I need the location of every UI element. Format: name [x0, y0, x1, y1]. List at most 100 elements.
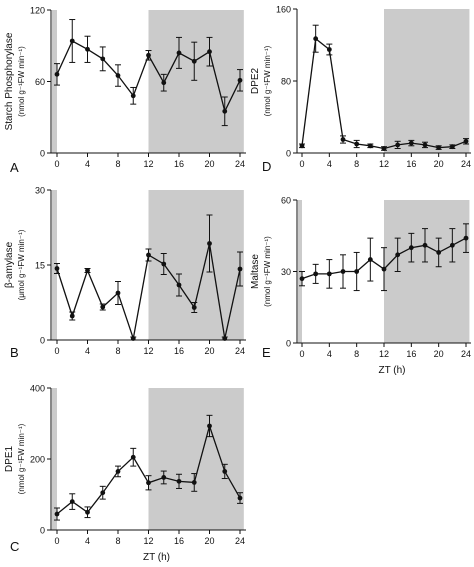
x-tick-label: 16	[406, 159, 416, 169]
data-point	[207, 241, 212, 246]
data-point	[354, 269, 360, 274]
data-point	[237, 77, 243, 83]
data-point	[130, 454, 136, 460]
y-tick-label: 0	[40, 526, 45, 536]
x-tick-label: 12	[143, 536, 153, 546]
data-point	[100, 56, 106, 62]
panel-letter: B	[10, 345, 19, 360]
x-tick-label: 8	[115, 159, 120, 169]
dark-period-0	[52, 10, 57, 153]
data-point	[408, 140, 414, 146]
panel-letter: E	[262, 345, 271, 360]
panel-a: 0 60 120 0 4 8 12 16 20 24 Starch Phosphorylase (nm…	[4, 6, 246, 175]
data-point	[191, 305, 197, 310]
data-point	[354, 141, 360, 147]
data-point	[222, 336, 228, 341]
x-tick-label: 0	[299, 159, 304, 169]
x-tick-label: 12	[143, 346, 153, 356]
data-point	[115, 290, 121, 296]
x-tick-label: 24	[235, 159, 245, 169]
data-point	[299, 143, 305, 149]
data-point	[436, 145, 442, 151]
panel-c: 0 200 400 0 4 8 12 16 20 24 DPE1 (nmol g⁻¹FW min⁻¹)…	[4, 384, 246, 563]
x-tick-label: 0	[54, 536, 59, 546]
y-tick-label: 160	[276, 5, 291, 15]
data-point	[222, 108, 228, 114]
data-point	[115, 469, 121, 474]
data-point	[85, 268, 90, 273]
data-point	[381, 146, 387, 151]
x-tick-label: 16	[174, 536, 184, 546]
data-point	[340, 269, 346, 274]
x-tick-label: 24	[235, 346, 245, 356]
data-point	[313, 271, 319, 277]
data-point	[408, 245, 414, 251]
y-axis-unit: (nmol g⁻¹FW min⁻¹)	[17, 46, 26, 117]
panel-letter: C	[10, 539, 19, 554]
y-tick-label: 120	[30, 6, 45, 16]
y-axis-label: DPE1	[4, 446, 15, 473]
data-point	[69, 499, 75, 504]
x-tick-label: 12	[143, 159, 153, 169]
data-point	[115, 73, 121, 78]
x-tick-label: 0	[54, 159, 59, 169]
panel-letter: A	[10, 160, 19, 175]
data-point	[146, 52, 151, 58]
x-tick-label: 20	[204, 159, 214, 169]
y-tick-label: 60	[35, 77, 45, 87]
y-tick-label: 200	[30, 455, 45, 465]
x-tick-label: 16	[174, 159, 184, 169]
x-tick-label: 8	[115, 346, 120, 356]
x-tick-label: 24	[235, 536, 245, 546]
x-tick-label: 20	[434, 159, 444, 169]
data-point	[176, 478, 182, 484]
data-point	[449, 242, 455, 248]
y-tick-label: 0	[40, 336, 45, 346]
y-tick-label: 400	[30, 384, 45, 394]
data-point	[130, 336, 136, 341]
y-tick-label: 0	[286, 339, 291, 349]
x-tick-label: 4	[85, 159, 90, 169]
data-point	[463, 235, 469, 241]
data-point	[237, 495, 243, 501]
y-axis-label: Maltase	[250, 254, 261, 289]
data-point	[161, 475, 167, 480]
data-point	[463, 138, 469, 144]
x-tick-label: 20	[204, 536, 214, 546]
y-tick-label: 30	[281, 267, 291, 277]
x-tick-label: 12	[379, 349, 389, 359]
data-point	[395, 252, 401, 258]
y-axis-label: Starch Phosphorylase	[4, 32, 15, 130]
x-axis-label: ZT (h)	[143, 552, 170, 563]
data-point	[69, 38, 75, 44]
panel-d: 0 80 160 0 4 8 12 16 20 24 DPE2 (nmol g⁻¹FW min⁻¹) D	[250, 5, 471, 175]
dark-period-0	[384, 9, 470, 153]
data-point	[161, 261, 167, 267]
data-point	[340, 137, 346, 142]
data-point	[161, 80, 167, 86]
panel-b: 0 15 30 0 4 8 12 16 20 24 β-amylase (μmol g⁻¹FW min…	[4, 186, 246, 360]
x-tick-label: 0	[299, 349, 304, 359]
data-point	[85, 46, 90, 52]
data-point	[54, 511, 60, 517]
data-point	[100, 304, 106, 310]
x-tick-label: 4	[85, 536, 90, 546]
x-tick-label: 4	[327, 159, 332, 169]
y-tick-label: 30	[35, 186, 45, 196]
data-point	[381, 266, 387, 272]
x-tick-label: 8	[115, 536, 120, 546]
y-axis-unit: (nmol g⁻¹FW min⁻¹)	[263, 236, 272, 307]
x-tick-label: 4	[327, 349, 332, 359]
data-point	[237, 266, 243, 272]
data-point	[100, 490, 106, 496]
x-tick-label: 8	[354, 349, 359, 359]
x-tick-label: 24	[461, 159, 471, 169]
y-tick-label: 80	[281, 77, 291, 87]
dark-period-0	[52, 388, 57, 530]
x-tick-label: 4	[85, 346, 90, 356]
x-tick-label: 20	[434, 349, 444, 359]
panel-e: 0 30 60 0 4 8 12 16 20 24 Maltase (nmol g⁻¹FW min⁻¹…	[250, 196, 471, 377]
data-point	[422, 142, 428, 148]
data-point	[54, 266, 60, 271]
